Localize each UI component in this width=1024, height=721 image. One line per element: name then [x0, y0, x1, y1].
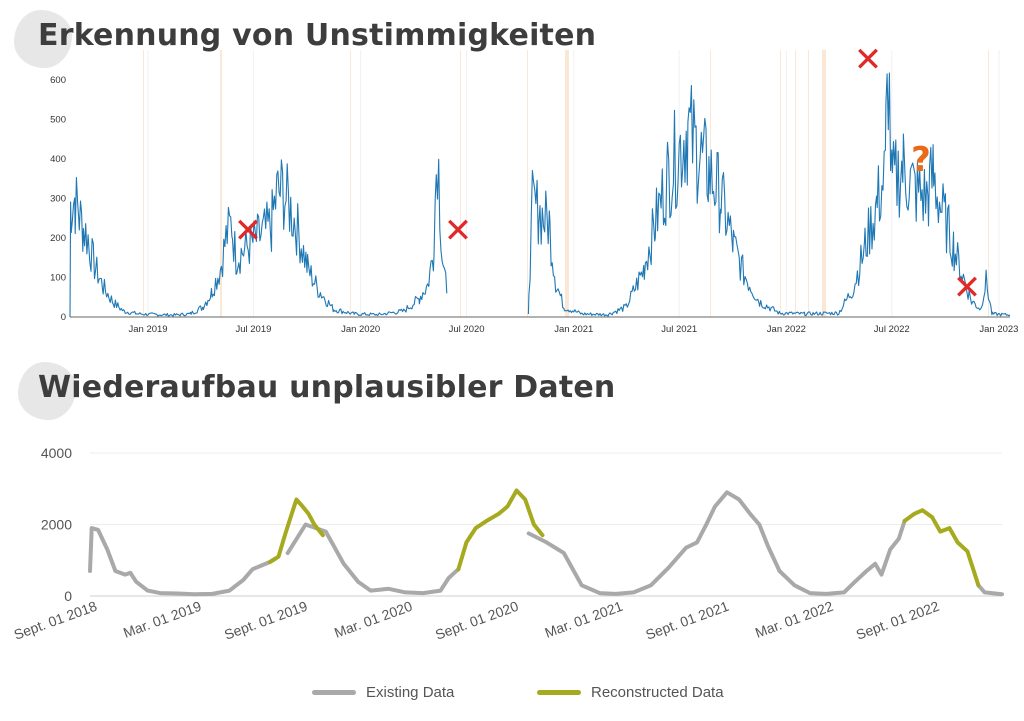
reconstruction-chart: 0 2000 4000 Sept. 01 2018 Mar. 01 2019 Sept. … [12, 445, 1004, 643]
section-title-anomaly-detection: Erkennung von Unstimmigkeiten [38, 18, 597, 53]
y-tick-label: 400 [50, 154, 66, 165]
x-tick-label: Jul 2019 [235, 324, 271, 335]
background-band [780, 50, 781, 317]
x-tick-label: Mar. 01 2021 [543, 598, 625, 641]
x-tick-label: Sept. 01 2018 [12, 598, 100, 643]
legend-label-existing: Existing Data [366, 684, 455, 701]
x-tick-label: Mar. 01 2019 [121, 598, 203, 641]
x-tick-label: Jan 2023 [979, 324, 1018, 335]
legend-item-existing[interactable]: Existing Data [312, 684, 454, 701]
legend-item-reconstructed[interactable]: Reconstructed Data [537, 684, 724, 701]
y-tick-label: 0 [64, 588, 72, 604]
background-band [822, 50, 826, 317]
anomaly-detection-chart: 0 100 200 300 400 500 600 Jan 2019 Jul 2019 Jan 2… [50, 40, 1018, 335]
x-tick-label: Jul 2021 [661, 324, 697, 335]
y-tick-label: 500 [50, 114, 66, 125]
y-tick-label: 200 [50, 233, 66, 244]
series-line-existing-data [88, 526, 278, 597]
anomaly-cross-marker: ✕ [234, 211, 263, 251]
x-tick-label: Jan 2020 [341, 324, 380, 335]
background-band [988, 50, 989, 317]
anomaly-cross-marker: ✕ [854, 40, 883, 80]
series-line-existing-data [526, 490, 907, 596]
x-tick-label: Sept. 01 2020 [433, 598, 521, 643]
legend-swatch-reconstructed [537, 690, 581, 695]
heading-decoration [18, 362, 76, 420]
background-band [795, 50, 796, 317]
y-tick-label: 2000 [41, 517, 72, 533]
background-band [565, 50, 569, 317]
x-tick-label: Jan 2019 [128, 324, 167, 335]
anomaly-question-marker: ? [911, 140, 931, 180]
legend-swatch-existing [312, 690, 356, 695]
background-band [350, 50, 351, 317]
series-line-existing-data [976, 583, 1004, 597]
background-band [220, 50, 222, 317]
y-tick-label: 0 [61, 312, 66, 323]
x-tick-label: Sept. 01 2019 [222, 598, 310, 643]
x-tick-label: Sept. 01 2021 [643, 598, 731, 643]
x-tick-label: Mar. 01 2022 [753, 598, 835, 641]
x-tick-label: Jul 2022 [874, 324, 910, 335]
series-line-existing-data [285, 522, 461, 596]
background-band [527, 50, 528, 317]
y-tick-label: 100 [50, 272, 66, 283]
series-line-reconstructed-data [902, 508, 981, 588]
heading-decoration [14, 10, 72, 68]
background-band [808, 50, 809, 317]
section-title-reconstruction: Wiederaufbau unplausibler Daten [38, 370, 616, 405]
x-tick-label: Mar. 01 2020 [332, 598, 414, 641]
x-tick-label: Jan 2022 [767, 324, 806, 335]
chart-legend: Existing Data Reconstructed Data [0, 680, 1024, 708]
y-tick-label: 300 [50, 193, 66, 204]
y-tick-label: 4000 [41, 445, 72, 461]
x-tick-label: Jan 2021 [554, 324, 593, 335]
background-band [143, 50, 144, 317]
series-line-reconstructed-data [456, 488, 545, 572]
anomaly-cross-marker: ✕ [953, 268, 982, 308]
series-line [69, 72, 1011, 318]
background-band [460, 50, 461, 317]
x-tick-label: Jul 2020 [449, 324, 485, 335]
y-tick-label: 600 [50, 75, 66, 86]
x-tick-label: Sept. 01 2022 [854, 598, 942, 643]
series-line-reconstructed-data [267, 497, 325, 564]
anomaly-cross-marker: ✕ [444, 211, 473, 251]
legend-label-reconstructed: Reconstructed Data [591, 684, 724, 701]
